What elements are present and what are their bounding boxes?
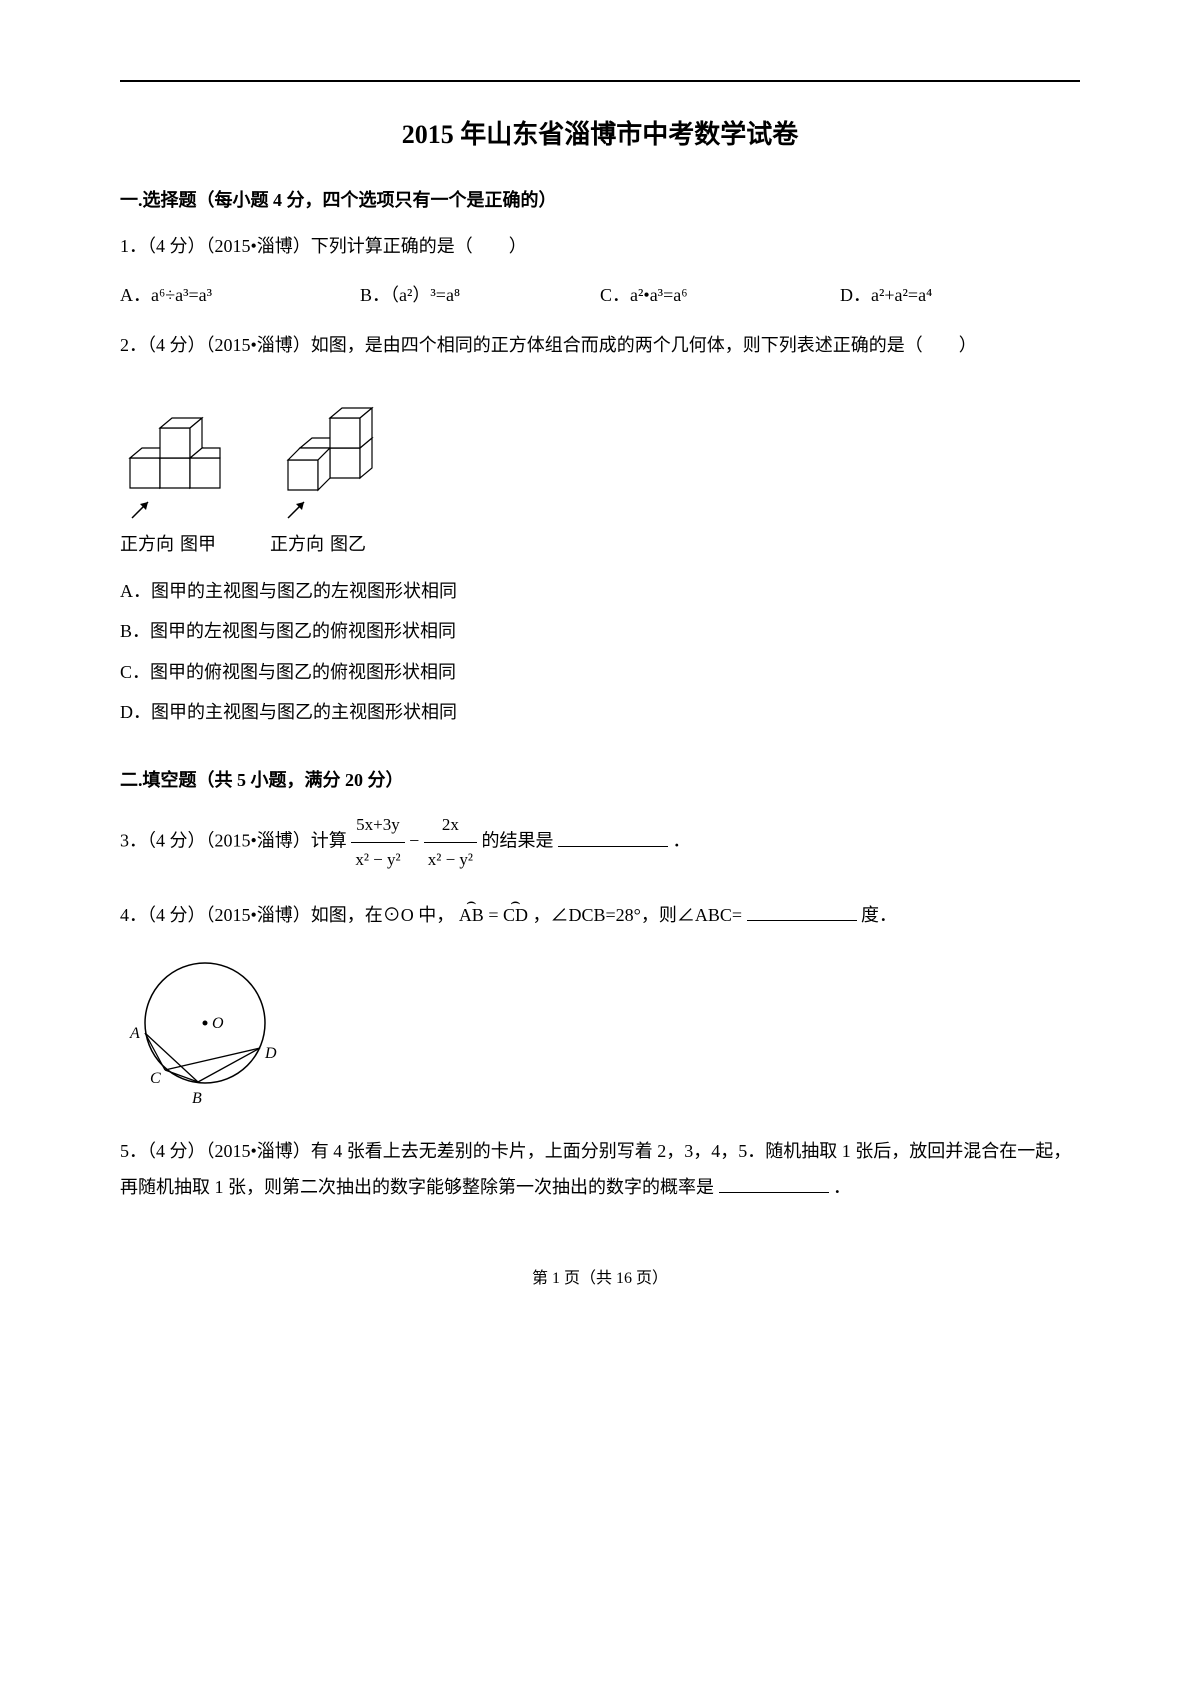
page-footer: 第 1 页（共 16 页） [120, 1265, 1080, 1294]
question-1: 1．（4 分）（2015•淄博）下列计算正确的是（ ） [120, 228, 1080, 264]
q1-optD: D．a²+a²=a⁴ [840, 279, 1080, 311]
q3-frac2: 2x x² − y² [424, 808, 477, 877]
question-2: 2．（4 分）（2015•淄博）如图，是由四个相同的正方体组合而成的两个几何体，… [120, 327, 1080, 363]
circle-figure-icon: O A C B D [120, 948, 290, 1118]
footer-mid: 页（共 [560, 1270, 616, 1287]
section1-header: 一.选择题（每小题 4 分，四个选项只有一个是正确的） [120, 184, 1080, 216]
q3-minus: − [409, 831, 424, 851]
fig2-dir-label: 正方向 [270, 528, 324, 560]
footer-prefix: 第 [532, 1270, 552, 1287]
q2-stem: 2．（4 分）（2015•淄博）如图，是由四个相同的正方体组合而成的两个几何体，… [120, 327, 1080, 363]
q5-blank [719, 1171, 829, 1193]
q4-figure: O A C B D [120, 948, 1080, 1118]
figure-jia: 正方向 图甲 [120, 378, 230, 560]
figure-yi: 正方向 图乙 [270, 378, 390, 560]
question-5: 5．（4 分）（2015•淄博）有 4 张看上去无差别的卡片，上面分别写着 2，… [120, 1133, 1080, 1205]
q2-figures: 正方向 图甲 [120, 378, 1080, 560]
q2-optD: D．图甲的主视图与图乙的主视图形状相同 [120, 696, 1080, 728]
q4-mid: ，∠DCB=28°，则∠ABC= [533, 905, 743, 925]
q1-optC: C．a²•a³=a⁶ [600, 279, 840, 311]
label-O: O [212, 1015, 224, 1032]
footer-total: 16 [616, 1270, 632, 1287]
q2-optC: C．图甲的俯视图与图乙的俯视图形状相同 [120, 656, 1080, 688]
footer-suffix: 页） [632, 1270, 668, 1287]
q4-prefix: 4．（4 分）（2015•淄博）如图，在⊙O 中， [120, 905, 454, 925]
fig2-name-label: 图乙 [330, 528, 366, 560]
q2-optB: B．图甲的左视图与图乙的俯视图形状相同 [120, 615, 1080, 647]
question-3: 3．（4 分）（2015•淄博）计算 5x+3y x² − y² − 2x x²… [120, 808, 1080, 877]
label-A: A [129, 1025, 140, 1042]
q2-options: A．图甲的主视图与图乙的左视图形状相同 B．图甲的左视图与图乙的俯视图形状相同 … [120, 575, 1080, 729]
footer-page: 1 [552, 1270, 560, 1287]
cube-figure-yi-icon [270, 378, 390, 528]
q3-frac2-num: 2x [424, 808, 477, 843]
q1-options: A．a⁶÷a³=a³ B．（a²）³=a⁸ C．a²•a³=a⁶ D．a²+a²… [120, 279, 1080, 311]
q4-blank [747, 899, 857, 921]
section2-header: 二.填空题（共 5 小题，满分 20 分） [120, 764, 1080, 796]
fig1-name-label: 图甲 [180, 528, 216, 560]
exam-title: 2015 年山东省淄博市中考数学试卷 [120, 112, 1080, 159]
q2-optA: A．图甲的主视图与图乙的左视图形状相同 [120, 575, 1080, 607]
q1-optB: B．（a²）³=a⁸ [360, 279, 600, 311]
q4-suffix: 度． [861, 905, 897, 925]
q3-frac1-den: x² − y² [351, 843, 404, 877]
q3-frac1-num: 5x+3y [351, 808, 404, 843]
q1-stem: 1．（4 分）（2015•淄博）下列计算正确的是（ ） [120, 228, 1080, 264]
question-4: 4．（4 分）（2015•淄博）如图，在⊙O 中， AB = CD ，∠DCB=… [120, 897, 1080, 933]
label-C: C [150, 1070, 161, 1087]
q3-frac1: 5x+3y x² − y² [351, 808, 404, 877]
fig1-dir-label: 正方向 [120, 528, 174, 560]
q3-period: ． [673, 831, 691, 851]
q4-eq: = [488, 905, 498, 925]
q3-blank [558, 825, 668, 847]
q4-arc-ab: AB [459, 897, 484, 933]
label-D: D [264, 1045, 277, 1062]
q3-suffix: 的结果是 [482, 831, 554, 851]
q3-frac2-den: x² − y² [424, 843, 477, 877]
q5-text: 5．（4 分）（2015•淄博）有 4 张看上去无差别的卡片，上面分别写着 2，… [120, 1141, 1071, 1197]
q5-period: ． [833, 1177, 851, 1197]
label-B: B [192, 1090, 202, 1107]
q4-arc-cd: CD [503, 897, 528, 933]
q1-optA: A．a⁶÷a³=a³ [120, 279, 360, 311]
q3-prefix: 3．（4 分）（2015•淄博）计算 [120, 831, 347, 851]
header-rule [120, 80, 1080, 82]
cube-figure-jia-icon [120, 378, 230, 528]
